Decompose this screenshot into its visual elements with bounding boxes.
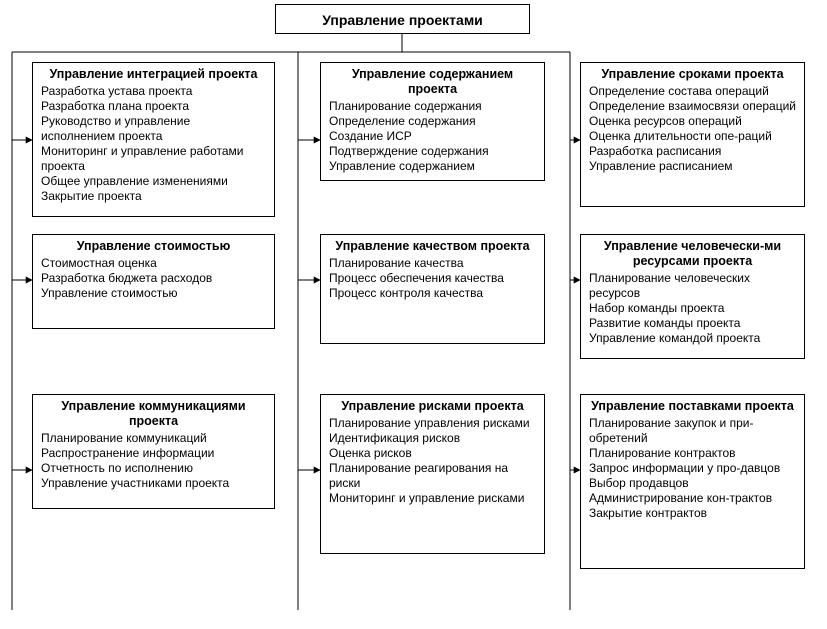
node-item: Подтверждение содержания bbox=[329, 144, 536, 159]
node-item: Управление содержанием bbox=[329, 159, 536, 174]
node-n3: Управление сроками проекта Определение со… bbox=[580, 62, 805, 207]
node-title: Управление поставками проекта bbox=[589, 399, 796, 414]
node-item: Планирование контрактов bbox=[589, 446, 796, 461]
node-title: Управление интеграцией проекта bbox=[41, 67, 266, 82]
node-item: Отчетность по исполнению bbox=[41, 461, 266, 476]
node-item: Процесс обеспечения качества bbox=[329, 271, 536, 286]
node-item: Общее управление изменениями bbox=[41, 174, 266, 189]
node-items: Планирование закупок и при-обретенийПлан… bbox=[589, 416, 796, 521]
node-items: Планирование коммуникацийРаспространение… bbox=[41, 431, 266, 491]
node-item: Планирование управления рисками bbox=[329, 416, 536, 431]
node-n2: Управление содержанием проектаПланирован… bbox=[320, 62, 545, 181]
node-item: Набор команды проекта bbox=[589, 301, 796, 316]
node-title: Управление сроками проекта bbox=[589, 67, 796, 82]
node-title: Управление качеством проекта bbox=[329, 239, 536, 254]
node-items: Планирование содержанияОпределение содер… bbox=[329, 99, 536, 174]
node-item: Определение содержания bbox=[329, 114, 536, 129]
node-items: Определение состава операцийОпределение … bbox=[589, 84, 796, 174]
node-title: Управление стоимостью bbox=[41, 239, 266, 254]
node-n4: Управление стоимостьюСтоимостная оценкаР… bbox=[32, 234, 275, 329]
node-item: Управление расписанием bbox=[589, 159, 796, 174]
node-item: Развитие команды проекта bbox=[589, 316, 796, 331]
root-node: Управление проектами bbox=[275, 4, 530, 34]
node-item: Разработка расписания bbox=[589, 144, 796, 159]
node-item: Планирование закупок и при-обретений bbox=[589, 416, 796, 446]
node-title: Управление коммуникациями проекта bbox=[41, 399, 266, 429]
node-item: Оценка длительности опе-раций bbox=[589, 129, 796, 144]
node-items: Разработка устава проектаРазработка план… bbox=[41, 84, 266, 204]
node-item: Разработка бюджета расходов bbox=[41, 271, 266, 286]
node-item: Закрытие проекта bbox=[41, 189, 266, 204]
node-item: Планирование качества bbox=[329, 256, 536, 271]
node-item: Планирование реагирования на риски bbox=[329, 461, 536, 491]
node-item: Определение состава операций bbox=[589, 84, 796, 99]
node-n6: Управление человечески-ми ресурсами прое… bbox=[580, 234, 805, 359]
node-item: Выбор продавцов bbox=[589, 476, 796, 491]
node-title: Управление содержанием проекта bbox=[329, 67, 536, 97]
node-n9: Управление поставками проекта Планировани… bbox=[580, 394, 805, 569]
node-title: Управление человечески-ми ресурсами прое… bbox=[589, 239, 796, 269]
node-item: Управление участниками проекта bbox=[41, 476, 266, 491]
node-item: Создание ИСР bbox=[329, 129, 536, 144]
node-n5: Управление качеством проекта Планирование… bbox=[320, 234, 545, 344]
node-n1: Управление интеграцией проекта Разработка… bbox=[32, 62, 275, 217]
node-item: Процесс контроля качества bbox=[329, 286, 536, 301]
node-item: Мониторинг и управление работами проекта bbox=[41, 144, 266, 174]
node-item: Мониторинг и управление рисками bbox=[329, 491, 536, 506]
node-n8: Управление рисками проекта Планирование у… bbox=[320, 394, 545, 554]
node-item: Управление стоимостью bbox=[41, 286, 266, 301]
node-item: Управление командой проекта bbox=[589, 331, 796, 346]
node-item: Распространение информации bbox=[41, 446, 266, 461]
node-item: Руководство и управление исполнением про… bbox=[41, 114, 266, 144]
root-label: Управление проектами bbox=[322, 12, 483, 28]
node-item: Администрирование кон-трактов bbox=[589, 491, 796, 506]
node-item: Оценка ресурсов операций bbox=[589, 114, 796, 129]
node-item: Закрытие контрактов bbox=[589, 506, 796, 521]
diagram-canvas: Управление проектами Управление интеграц… bbox=[0, 0, 827, 629]
node-item: Запрос информации у про-давцов bbox=[589, 461, 796, 476]
node-title: Управление рисками проекта bbox=[329, 399, 536, 414]
node-item: Планирование коммуникаций bbox=[41, 431, 266, 446]
node-items: Планирование качестваПроцесс обеспечения… bbox=[329, 256, 536, 301]
node-items: Планирование управления рискамиИдентифик… bbox=[329, 416, 536, 506]
node-item: Планирование человеческих ресурсов bbox=[589, 271, 796, 301]
node-item: Оценка рисков bbox=[329, 446, 536, 461]
node-item: Идентификация рисков bbox=[329, 431, 536, 446]
node-items: Стоимостная оценкаРазработка бюджета рас… bbox=[41, 256, 266, 301]
node-item: Планирование содержания bbox=[329, 99, 536, 114]
node-n7: Управление коммуникациями проектаПланиро… bbox=[32, 394, 275, 509]
node-item: Определение взаимосвязи операций bbox=[589, 99, 796, 114]
node-items: Планирование человеческих ресурсовНабор … bbox=[589, 271, 796, 346]
node-item: Разработка устава проекта bbox=[41, 84, 266, 99]
node-item: Разработка плана проекта bbox=[41, 99, 266, 114]
node-item: Стоимостная оценка bbox=[41, 256, 266, 271]
